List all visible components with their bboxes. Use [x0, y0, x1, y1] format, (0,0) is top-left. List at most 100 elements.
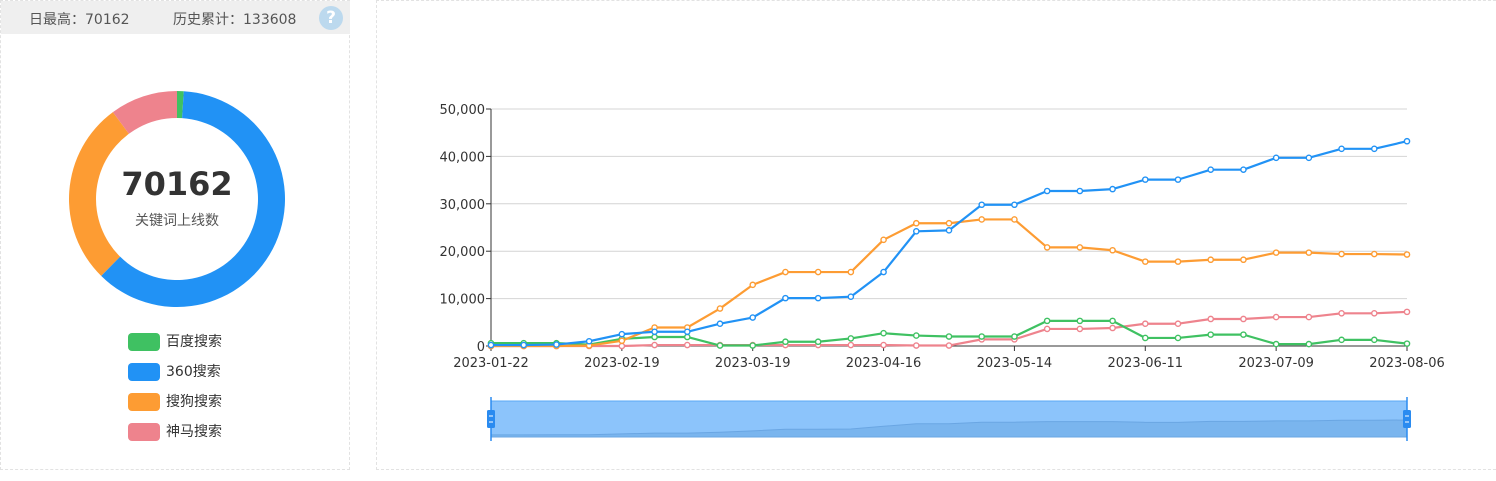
data-point[interactable]: [1011, 201, 1018, 209]
data-point[interactable]: [618, 337, 626, 345]
data-point[interactable]: [847, 268, 855, 276]
donut-slice[interactable]: [101, 91, 285, 307]
data-point[interactable]: [651, 328, 658, 336]
datazoom-handle-right[interactable]: [1403, 397, 1411, 441]
data-point[interactable]: [978, 201, 986, 209]
data-point[interactable]: [1240, 315, 1247, 323]
data-point[interactable]: [1305, 249, 1313, 256]
data-point[interactable]: [1403, 137, 1411, 145]
data-point[interactable]: [1338, 336, 1345, 344]
help-icon[interactable]: ?: [319, 6, 343, 30]
data-point[interactable]: [1011, 216, 1018, 223]
data-point[interactable]: [716, 320, 724, 328]
data-point[interactable]: [880, 329, 887, 337]
datazoom-slider[interactable]: [487, 397, 1411, 441]
data-point[interactable]: [1076, 244, 1084, 251]
data-point[interactable]: [1174, 320, 1182, 328]
data-point[interactable]: [912, 219, 920, 227]
data-point[interactable]: [782, 294, 789, 302]
data-point[interactable]: [945, 227, 953, 234]
data-point[interactable]: [1207, 166, 1215, 173]
data-point[interactable]: [618, 330, 626, 338]
data-point[interactable]: [814, 294, 822, 302]
data-point[interactable]: [1207, 315, 1215, 323]
data-point[interactable]: [1109, 324, 1116, 332]
data-point[interactable]: [749, 314, 757, 321]
data-point[interactable]: [1043, 244, 1051, 251]
data-point[interactable]: [847, 335, 855, 342]
data-point[interactable]: [651, 333, 658, 341]
data-point[interactable]: [1305, 340, 1313, 348]
data-point[interactable]: [1370, 145, 1378, 153]
data-point[interactable]: [1043, 187, 1051, 195]
data-point[interactable]: [1109, 185, 1116, 193]
data-point[interactable]: [945, 333, 953, 340]
data-point[interactable]: [1338, 250, 1345, 258]
data-point[interactable]: [782, 268, 789, 276]
data-point[interactable]: [553, 341, 560, 348]
data-point[interactable]: [1076, 317, 1084, 325]
data-point[interactable]: [716, 305, 724, 312]
data-point[interactable]: [716, 342, 724, 349]
data-point[interactable]: [782, 338, 789, 346]
data-point[interactable]: [978, 333, 986, 340]
data-point[interactable]: [1338, 145, 1345, 153]
data-point[interactable]: [1272, 313, 1280, 321]
data-point[interactable]: [945, 219, 953, 227]
data-point[interactable]: [1305, 154, 1313, 162]
data-point[interactable]: [1109, 317, 1116, 325]
data-point[interactable]: [1370, 336, 1378, 344]
data-point[interactable]: [1043, 317, 1051, 325]
data-point[interactable]: [880, 341, 887, 349]
data-point[interactable]: [1272, 340, 1280, 348]
data-point[interactable]: [1240, 331, 1247, 338]
data-point[interactable]: [1370, 309, 1378, 317]
data-point[interactable]: [1076, 187, 1084, 195]
data-point[interactable]: [1305, 313, 1313, 321]
data-point[interactable]: [1272, 154, 1280, 162]
data-point[interactable]: [1011, 333, 1018, 340]
data-point[interactable]: [683, 341, 691, 349]
data-point[interactable]: [749, 281, 757, 289]
data-point[interactable]: [847, 293, 855, 301]
data-point[interactable]: [880, 268, 887, 276]
data-point[interactable]: [912, 227, 920, 235]
data-point[interactable]: [912, 332, 920, 339]
data-point[interactable]: [1370, 250, 1378, 258]
data-point[interactable]: [1207, 256, 1215, 264]
data-point[interactable]: [978, 216, 986, 223]
data-point[interactable]: [814, 268, 822, 276]
data-point[interactable]: [487, 341, 495, 349]
datazoom-handle-left[interactable]: [487, 397, 495, 441]
data-point[interactable]: [880, 236, 887, 244]
donut-slice[interactable]: [68, 112, 129, 276]
data-point[interactable]: [1240, 166, 1247, 173]
data-point[interactable]: [1403, 340, 1411, 347]
data-point[interactable]: [847, 341, 855, 349]
data-point[interactable]: [1207, 331, 1215, 338]
donut-slice[interactable]: [112, 91, 177, 134]
data-point[interactable]: [1403, 251, 1411, 258]
data-point[interactable]: [1076, 325, 1084, 333]
data-point[interactable]: [1174, 334, 1182, 342]
data-point[interactable]: [1174, 258, 1182, 265]
data-point[interactable]: [683, 333, 691, 341]
data-point[interactable]: [1141, 334, 1149, 342]
data-point[interactable]: [1403, 308, 1411, 316]
data-point[interactable]: [912, 342, 920, 349]
data-point[interactable]: [683, 328, 691, 336]
data-point[interactable]: [945, 342, 953, 349]
data-point[interactable]: [618, 342, 626, 350]
data-point[interactable]: [1141, 258, 1149, 265]
data-point[interactable]: [651, 341, 658, 349]
donut-slice[interactable]: [177, 91, 184, 119]
data-point[interactable]: [1272, 249, 1280, 256]
data-point[interactable]: [1141, 176, 1149, 183]
data-point[interactable]: [1174, 176, 1182, 183]
data-point[interactable]: [520, 341, 528, 349]
data-point[interactable]: [814, 338, 822, 346]
data-point[interactable]: [1338, 309, 1345, 317]
data-point[interactable]: [1141, 320, 1149, 328]
data-point[interactable]: [1240, 256, 1247, 264]
data-point[interactable]: [1109, 246, 1116, 254]
